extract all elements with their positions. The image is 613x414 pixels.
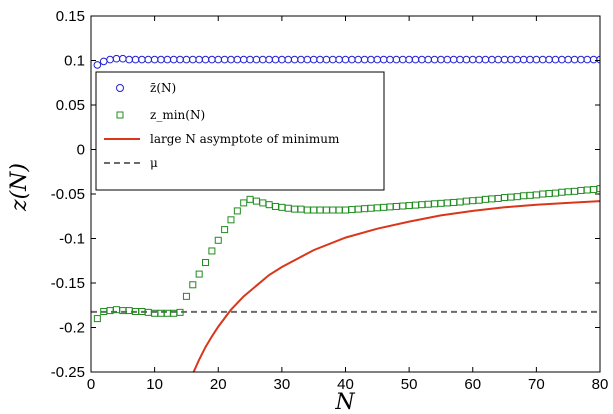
- zmin-point: [176, 308, 184, 316]
- y-tick-label: 0.1: [64, 53, 85, 70]
- x-tick-label: 70: [528, 376, 545, 393]
- zmin-point: [189, 281, 197, 289]
- legend-marker-zbar: [116, 84, 124, 92]
- x-tick-label: 40: [337, 376, 354, 393]
- legend: z̄(N) z_min(N) large N asymptote of mini…: [95, 71, 385, 191]
- zbar-point: [93, 61, 102, 69]
- zmin-point: [202, 259, 210, 267]
- tick-group: [90, 15, 601, 373]
- zbar-point: [596, 55, 600, 64]
- legend-marker-zmin: [116, 111, 124, 119]
- zmin-point: [233, 207, 241, 215]
- y-tick-label: 0.15: [56, 8, 85, 25]
- y-tick-label: 0: [77, 142, 85, 159]
- zmin-point: [182, 292, 190, 300]
- y-tick-label: 0.05: [56, 97, 85, 114]
- y-tick-label: -0.15: [51, 275, 85, 292]
- tick-labels: 0 10 20 30 40 50 60 70 80 0.15 0.1 0.05 0 -0.05 -0.1 -0…: [51, 8, 609, 393]
- y-tick-label: -0.2: [59, 320, 85, 337]
- zmin-point: [240, 199, 248, 207]
- zmin-point: [596, 185, 600, 193]
- legend-box: [95, 71, 385, 191]
- legend-label-asymptote: large N asymptote of minimum: [150, 132, 340, 146]
- y-axis-title: z(N): [7, 163, 32, 212]
- legend-label-zmin: z_min(N): [150, 108, 205, 122]
- asymptote-line: [192, 200, 600, 372]
- x-tick-label: 50: [401, 376, 418, 393]
- zmin-point: [93, 315, 101, 323]
- zmin-point: [195, 270, 203, 278]
- series-group: [91, 54, 600, 372]
- x-tick-label: 0: [87, 376, 95, 393]
- x-tick-label: 20: [210, 376, 227, 393]
- zmin-point: [227, 216, 235, 224]
- legend-label-mu: μ: [150, 156, 158, 170]
- y-tick-label: -0.25: [51, 364, 85, 381]
- x-tick-label: 60: [464, 376, 481, 393]
- zmin-point: [221, 226, 229, 234]
- x-tick-label: 30: [274, 376, 291, 393]
- y-tick-label: -0.1: [59, 231, 85, 248]
- x-axis-title: N: [334, 390, 355, 414]
- y-tick-label: -0.05: [51, 186, 85, 203]
- zmin-point: [208, 247, 216, 255]
- zmin-point: [214, 236, 222, 244]
- plot-area: [91, 54, 600, 372]
- x-tick-label: 10: [146, 376, 163, 393]
- x-tick-label: 80: [592, 376, 609, 393]
- legend-label-zbar: z̄(N): [150, 81, 176, 95]
